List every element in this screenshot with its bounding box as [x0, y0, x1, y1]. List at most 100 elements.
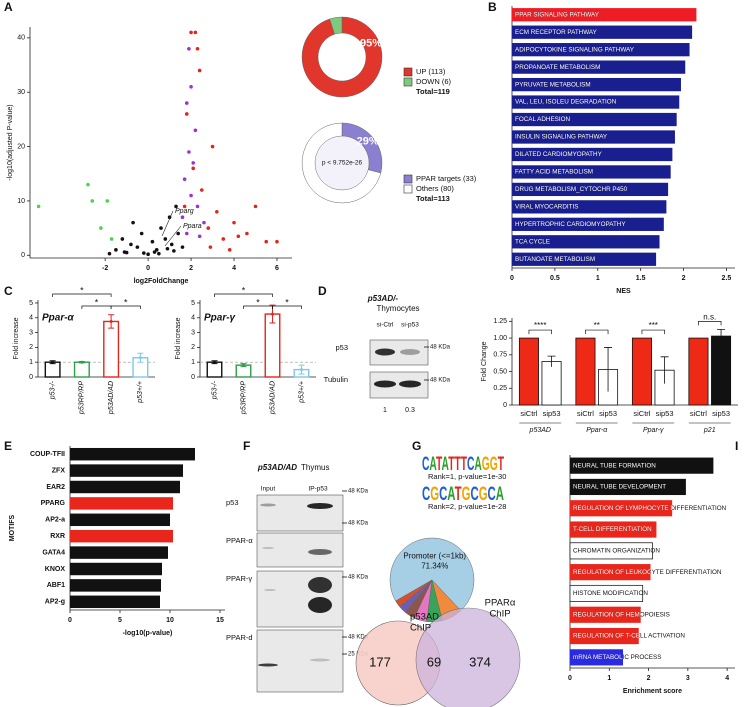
blot-band — [374, 380, 396, 388]
point — [221, 237, 226, 241]
significance-label: **** — [534, 321, 546, 330]
category-label: HYPERTROPHIC CARDIOMYOPATHY — [515, 221, 626, 228]
y-tick-label: 3 — [191, 329, 195, 336]
point — [109, 237, 114, 241]
legend-label: UP (113) — [416, 67, 446, 76]
x-axis-label: NES — [616, 288, 631, 295]
y-tick-label: 10 — [17, 198, 25, 205]
y-axis-label: -log10(adjusted P-value) — [7, 104, 14, 180]
point — [200, 188, 204, 192]
point — [242, 363, 245, 367]
x-tick-label: 2.5 — [722, 275, 732, 282]
motif-letter: C — [439, 484, 447, 505]
category-label: VAL, LEU, ISOLEU DEGRADATION — [515, 99, 617, 106]
quantification: 1 — [383, 407, 387, 414]
value-label: 29% — [357, 135, 379, 147]
significance-label: *** — [649, 321, 658, 330]
category-label: PPARG — [41, 500, 66, 507]
motif-caption: Rank=2, p-value=1e-28 — [428, 502, 506, 511]
point — [271, 312, 274, 316]
point — [150, 239, 155, 244]
point — [253, 204, 258, 209]
row-label: p53 — [335, 343, 348, 352]
point — [193, 30, 198, 35]
y-axis-label: Fold increase — [13, 317, 20, 359]
point — [197, 234, 202, 239]
x-tick-label: 4 — [725, 675, 729, 682]
panel-label: I — [735, 439, 738, 453]
category-label: CHROMATIN ORGANIZATION — [573, 548, 660, 555]
y-tick-label: 5 — [191, 300, 195, 307]
y-tick-label: 5 — [29, 300, 33, 307]
x-tick-label: p53RP/RP — [240, 381, 247, 415]
motif-letter: T — [498, 454, 504, 475]
point — [99, 226, 103, 230]
point — [195, 46, 200, 51]
category-label: T-CELL DIFFERENTIATION — [573, 526, 652, 533]
point — [122, 250, 127, 254]
point — [197, 68, 202, 73]
bar — [70, 480, 180, 494]
category-label: mRNA METABOLIC PROCESS — [573, 654, 661, 661]
category-label: PROPANOATE METABOLISM — [515, 64, 600, 71]
blot-band — [310, 658, 330, 662]
point — [275, 239, 279, 244]
category-label: ADIPOCYTOKINE SIGNALING PATHWAY — [515, 46, 635, 53]
venn-set — [415, 607, 521, 707]
significance-label: * — [95, 297, 99, 307]
bar — [70, 546, 168, 559]
blot-band — [308, 597, 332, 613]
bar — [631, 337, 652, 406]
point — [109, 319, 113, 323]
bar — [688, 337, 709, 406]
significance-label: * — [242, 285, 246, 295]
category-label: HYPERTROPHIC CARDIOMYOPATHY — [515, 221, 626, 228]
annotation: Pparg — [175, 208, 194, 215]
blot-title: p53AD/AD — [257, 463, 297, 472]
motif-letter: G — [462, 484, 471, 505]
y-tick-label: 40 — [17, 35, 25, 42]
x-tick-label: 2 — [647, 675, 651, 682]
blot-strip — [256, 494, 344, 532]
point — [174, 204, 178, 209]
bar — [512, 200, 667, 214]
point — [236, 234, 241, 239]
series-label: sip53 — [543, 409, 561, 418]
lane-label: Input — [261, 486, 276, 493]
category-label: INSULIN SIGNALING PATHWAY — [515, 134, 608, 141]
y-tick-label: 0 — [21, 252, 25, 259]
x-tick-label: 4 — [232, 265, 236, 272]
bar — [512, 147, 673, 162]
point — [191, 161, 196, 165]
motif-letter: A — [442, 454, 450, 475]
x-tick-label: 10 — [166, 617, 174, 624]
bar — [512, 182, 669, 197]
x-tick-label: 6 — [275, 265, 279, 272]
blot-band — [262, 547, 274, 549]
panel-label: F — [243, 439, 250, 453]
x-tick-label: -2 — [102, 265, 108, 272]
motif-letter: G — [482, 454, 490, 475]
category-label: NEURAL TUBE DEVELOPMENT — [573, 484, 666, 491]
bar — [570, 457, 714, 474]
blot-band — [375, 348, 395, 356]
point — [189, 30, 193, 35]
category-label: COUP-TFII — [30, 451, 65, 458]
bar — [570, 649, 624, 666]
bar — [70, 579, 161, 592]
point — [176, 231, 180, 236]
blot-band — [308, 577, 332, 593]
category-label: REGULATION OF LYMPHOCYTE DIFFERENTIATION — [573, 505, 727, 512]
point — [213, 360, 216, 364]
venn-set-label: ChIP — [410, 623, 431, 634]
category-label: T-CELL DIFFERENTIATION — [573, 526, 652, 533]
significance-label: * — [256, 297, 260, 307]
x-tick-label: p53AD/AD — [269, 381, 276, 415]
category-label: KNOX — [45, 566, 66, 573]
bar — [570, 478, 686, 496]
y-tick-label: 0.75 — [493, 352, 507, 359]
point — [51, 360, 55, 364]
point — [184, 112, 189, 116]
category-label: NEURAL TUBE FORMATION — [573, 462, 656, 469]
